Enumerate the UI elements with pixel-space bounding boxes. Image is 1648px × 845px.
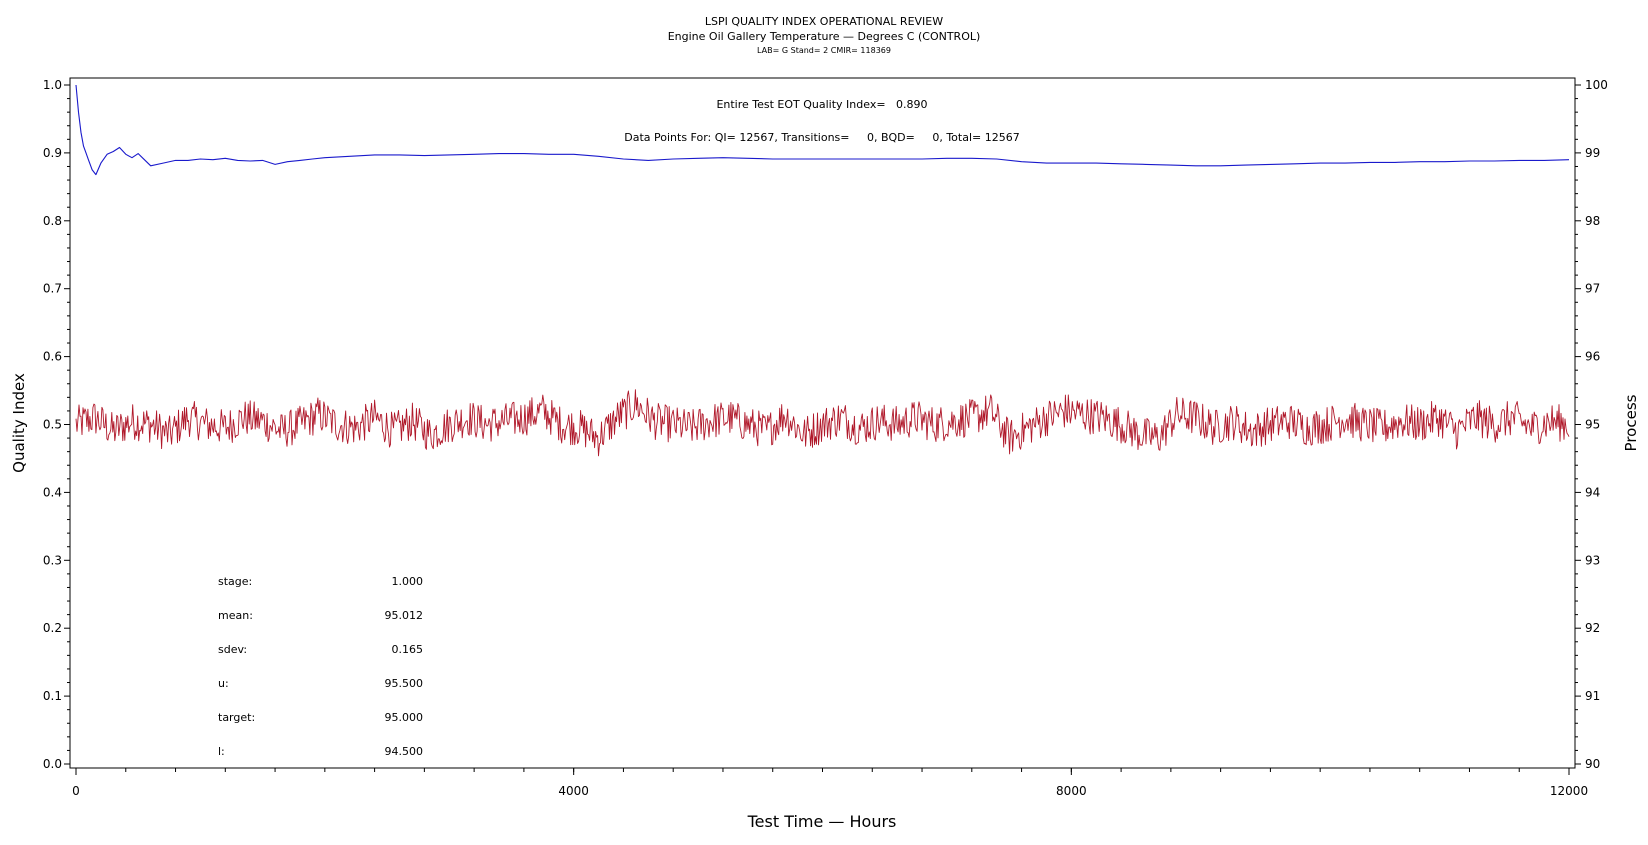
y2-axis-label: Process — [1622, 394, 1640, 451]
annotation-data-points: Data Points For: QI= 12567, Transitions=… — [624, 131, 1019, 144]
stat-value: 95.012 — [385, 609, 424, 622]
y-tick-label: 0.0 — [43, 757, 62, 771]
stat-label: l: — [218, 745, 225, 758]
x-tick-label: 8000 — [1056, 784, 1087, 798]
stat-label: target: — [218, 711, 255, 724]
x-tick-label: 12000 — [1550, 784, 1588, 798]
stat-value: 0.165 — [392, 643, 424, 656]
y-tick-label: 0.2 — [43, 621, 62, 635]
y-axis-label: Quality Index — [10, 373, 28, 473]
series-group — [75, 84, 1570, 457]
x-tick-label: 4000 — [558, 784, 589, 798]
y-tick-label: 0.4 — [43, 485, 62, 499]
stats-block: stage: 1.000 mean: 95.012 sdev: 0.165 u: 95.500… — [218, 575, 423, 758]
stat-label: mean: — [218, 609, 253, 622]
annotation-quality-index: Entire Test EOT Quality Index= 0.890 — [716, 98, 927, 111]
chart-title: LSPI QUALITY INDEX OPERATIONAL REVIEW — [705, 15, 943, 28]
stat-label: u: — [218, 677, 229, 690]
quality-index-series-line — [75, 84, 1570, 176]
y-tick-label: 0.1 — [43, 689, 62, 703]
x-tick-label: 0 — [72, 784, 80, 798]
y2-tick-label: 90 — [1585, 757, 1600, 771]
y-tick-label: 0.9 — [43, 146, 62, 160]
y2-tick-label: 98 — [1585, 214, 1600, 228]
y2-tick-label: 100 — [1585, 78, 1608, 92]
stat-value: 95.000 — [385, 711, 424, 724]
y-tick-label: 0.6 — [43, 350, 62, 364]
y2-tick-label: 91 — [1585, 689, 1600, 703]
y-tick-label: 0.7 — [43, 282, 62, 296]
stat-label: stage: — [218, 575, 252, 588]
chart-subtitle-2: LAB= G Stand= 2 CMIR= 118369 — [757, 46, 891, 55]
stat-value: 94.500 — [385, 745, 424, 758]
process-series-line — [75, 389, 1570, 457]
y2-tick-label: 97 — [1585, 282, 1600, 296]
y-tick-label: 1.0 — [43, 78, 62, 92]
y2-tick-label: 96 — [1585, 350, 1600, 364]
stat-value: 95.500 — [385, 677, 424, 690]
y2-tick-label: 94 — [1585, 485, 1600, 499]
x-axis-label: Test Time — Hours — [747, 812, 897, 831]
y-tick-label: 0.5 — [43, 418, 62, 432]
stat-value: 1.000 — [392, 575, 424, 588]
y-tick-label: 0.3 — [43, 553, 62, 567]
y2-tick-label: 95 — [1585, 418, 1600, 432]
y2-tick-label: 93 — [1585, 553, 1600, 567]
stat-label: sdev: — [218, 643, 247, 656]
axes: 0.0 0.1 0.2 0.3 0.4 0.5 0.6 0.7 0.8 0.9 1.0 90 91 92 9… — [43, 78, 1608, 798]
y2-tick-label: 92 — [1585, 621, 1600, 635]
y-tick-label: 0.8 — [43, 214, 62, 228]
y2-tick-label: 99 — [1585, 146, 1600, 160]
chart-subtitle: Engine Oil Gallery Temperature — Degrees… — [668, 30, 981, 43]
